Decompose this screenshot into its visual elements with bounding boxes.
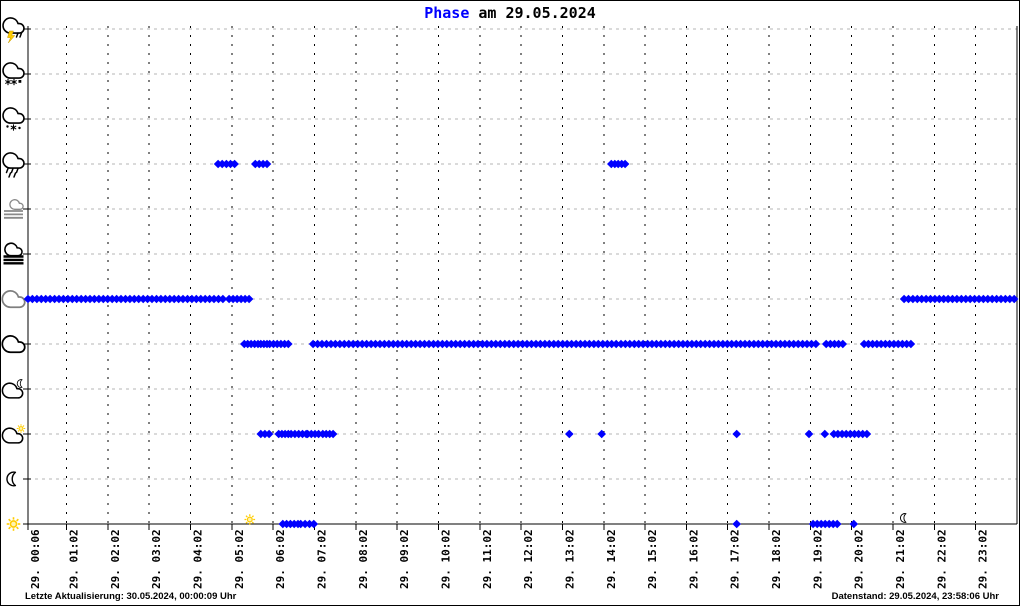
x-tick-label: 29. 07:02	[316, 529, 329, 589]
cloud-moon-icon	[1, 379, 24, 399]
overcast-icon	[1, 290, 26, 309]
rain-icon	[2, 152, 25, 178]
fog-icon	[3, 242, 24, 265]
series-cloud-sun-icon	[256, 429, 872, 439]
x-tick-label: 29. 01:02	[68, 529, 81, 589]
last-update-text: Letzte Aktualisierung: 30.05.2024, 00:00…	[25, 591, 237, 602]
x-tick-label: 29. 20:02	[853, 529, 866, 589]
x-tick-label: 29. 04:02	[192, 529, 205, 589]
x-tick-label: 29. 16:02	[687, 529, 700, 589]
title-date: am 29.05.2024	[478, 4, 596, 22]
series-overcast-icon	[23, 294, 1019, 304]
x-tick-label: 29. 21:02	[894, 529, 907, 589]
mist-icon	[4, 199, 24, 219]
sun-icon	[6, 517, 21, 531]
x-tick-label: 29. 17:02	[729, 529, 742, 589]
x-tick-label: 29. 09:02	[398, 529, 411, 589]
x-tick-label: 29. 02:02	[109, 529, 122, 589]
data-status-text: Datenstand: 29.05.2024, 23:58:06 Uhr	[831, 591, 999, 602]
snow-icon	[2, 107, 25, 131]
x-tick-label: 29. 05:02	[233, 529, 246, 589]
x-tick-label: 29. 03:02	[150, 529, 163, 589]
x-tick-label: 29. 22:02	[935, 529, 948, 589]
x-tick-label: 29. 08:02	[357, 529, 370, 589]
x-tick-label: 29. 12:02	[522, 529, 535, 589]
x-tick-label: 29. 18:02	[770, 529, 783, 589]
x-tick-label: 29. 06:02	[274, 529, 287, 589]
series-sun-icon	[278, 519, 859, 529]
series-rain-icon	[213, 159, 630, 169]
cloud-sun-icon	[1, 424, 26, 444]
x-tick-label: 29. 00:06	[29, 529, 42, 589]
moon-icon	[6, 471, 17, 487]
sleet-icon	[2, 62, 25, 86]
x-tick-label: 29. 14:02	[605, 529, 618, 589]
sunrise-sun-icon	[244, 514, 256, 525]
x-tick-label: 29. 23:02	[977, 529, 990, 589]
x-tick-label: 29. 19:02	[811, 529, 824, 589]
series-cloud-icon	[240, 339, 916, 349]
sunset-moon-icon	[900, 513, 907, 523]
x-tick-label: 29. 15:02	[646, 529, 659, 589]
title-word: Phase	[424, 4, 470, 22]
x-tick-label: 29. 13:02	[563, 529, 576, 589]
thunderstorm-icon	[2, 17, 25, 44]
page-title: Phase am 29.05.2024	[1, 4, 1019, 22]
x-tick-label: 29. 11:02	[481, 529, 494, 589]
x-tick-label: 29. 10:02	[440, 529, 453, 589]
cloud-icon	[1, 335, 26, 354]
